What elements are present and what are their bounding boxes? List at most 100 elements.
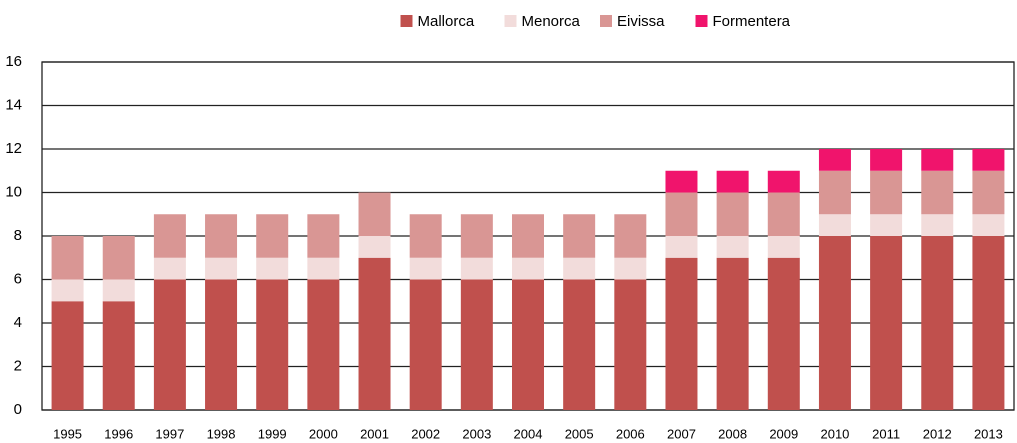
bar-segment xyxy=(972,214,1005,236)
bar-segment xyxy=(205,279,238,410)
bar-segment xyxy=(614,257,647,280)
x-tick-label: 2006 xyxy=(616,426,645,441)
bar-segment xyxy=(563,257,596,280)
legend-label: Formentera xyxy=(713,13,791,30)
y-tick-label: 12 xyxy=(5,140,22,157)
bar-segment xyxy=(205,257,238,280)
bar-segment xyxy=(460,257,493,280)
legend-swatch xyxy=(695,15,708,27)
bar-segment xyxy=(307,257,340,280)
bar-segment xyxy=(563,214,596,258)
bar-segment xyxy=(921,236,954,410)
legend-swatch xyxy=(400,15,413,27)
bar-segment xyxy=(512,257,544,280)
bar-segment xyxy=(870,236,903,410)
x-tick-label: 2009 xyxy=(769,426,798,441)
bar-segment xyxy=(614,279,647,410)
y-tick-label: 6 xyxy=(14,270,22,287)
bar-segment xyxy=(51,301,84,410)
bar-segment xyxy=(563,279,596,410)
bar-segment xyxy=(818,149,851,171)
bar-segment xyxy=(767,170,800,193)
bar-segment xyxy=(409,279,442,410)
bar-segment xyxy=(512,279,544,410)
x-tick-label: 2000 xyxy=(309,426,338,441)
bar-segment xyxy=(767,192,800,236)
bar-segment xyxy=(716,170,749,193)
x-tick-label: 2001 xyxy=(360,426,389,441)
bar-segment xyxy=(153,214,186,258)
bar-segment xyxy=(921,214,954,236)
bar-segment xyxy=(409,257,442,280)
bar-segment xyxy=(256,214,289,258)
bar-segment xyxy=(358,257,391,410)
bar-segment xyxy=(358,192,391,236)
bar-segment xyxy=(205,214,238,258)
x-tick-label: 2002 xyxy=(411,426,440,441)
bar-segment xyxy=(972,236,1005,410)
bar-segment xyxy=(818,170,851,215)
y-tick-label: 0 xyxy=(14,401,22,418)
legend-label: Mallorca xyxy=(418,13,475,30)
bar-segment xyxy=(665,257,698,410)
bar-segment xyxy=(870,149,903,171)
x-tick-label: 1998 xyxy=(207,426,236,441)
bar-segment xyxy=(665,192,698,236)
legend-swatch xyxy=(600,15,612,27)
bar-segment xyxy=(767,257,800,410)
y-tick-label: 8 xyxy=(14,227,22,244)
bar-segment xyxy=(716,236,749,258)
y-tick-label: 4 xyxy=(14,314,22,331)
legend-label: Menorca xyxy=(522,13,581,30)
x-tick-label: 2010 xyxy=(820,426,849,441)
x-tick-label: 1996 xyxy=(104,426,133,441)
x-tick-label: 2012 xyxy=(923,426,952,441)
bar-segment xyxy=(716,257,749,410)
bar-segment xyxy=(460,214,493,258)
bar-segment xyxy=(102,301,135,410)
bar-segment xyxy=(767,236,800,258)
bar-segment xyxy=(409,214,442,258)
bar-segment xyxy=(153,279,186,410)
y-tick-label: 2 xyxy=(14,357,22,374)
bar-segment xyxy=(614,214,647,258)
bar-segment xyxy=(51,279,84,302)
bar-segment xyxy=(256,279,289,410)
bar-segment xyxy=(818,214,851,236)
x-tick-label: 2008 xyxy=(718,426,747,441)
bar-segment xyxy=(665,170,698,193)
y-tick-label: 16 xyxy=(5,53,22,70)
bar-segment xyxy=(307,279,340,410)
x-tick-label: 2004 xyxy=(514,426,543,441)
bar-segment xyxy=(102,279,135,302)
legend-label: Eivissa xyxy=(617,13,665,30)
bar-segment xyxy=(921,149,954,171)
bar-segment xyxy=(256,257,289,280)
bar-segment xyxy=(972,149,1005,171)
x-tick-label: 1997 xyxy=(155,426,184,441)
bar-segment xyxy=(921,170,954,215)
x-tick-label: 2007 xyxy=(667,426,696,441)
x-tick-label: 2003 xyxy=(462,426,491,441)
x-tick-label: 1999 xyxy=(258,426,287,441)
bar-segment xyxy=(512,214,544,258)
bar-segment xyxy=(102,236,135,280)
bar-segment xyxy=(972,170,1005,215)
bar-segment xyxy=(870,214,903,236)
y-tick-label: 10 xyxy=(5,183,22,200)
bar-segment xyxy=(716,192,749,236)
x-tick-label: 2005 xyxy=(565,426,594,441)
x-tick-label: 1995 xyxy=(53,426,82,441)
bar-segment xyxy=(870,170,903,215)
bar-segment xyxy=(460,279,493,410)
x-tick-label: 2013 xyxy=(974,426,1003,441)
legend-swatch xyxy=(504,15,517,27)
bar-segment xyxy=(818,236,851,410)
bar-segment xyxy=(153,257,186,280)
x-tick-label: 2011 xyxy=(872,426,900,441)
bar-segment xyxy=(51,236,84,280)
y-tick-label: 14 xyxy=(5,96,22,113)
bar-segment xyxy=(307,214,340,258)
bar-segment xyxy=(358,236,391,258)
